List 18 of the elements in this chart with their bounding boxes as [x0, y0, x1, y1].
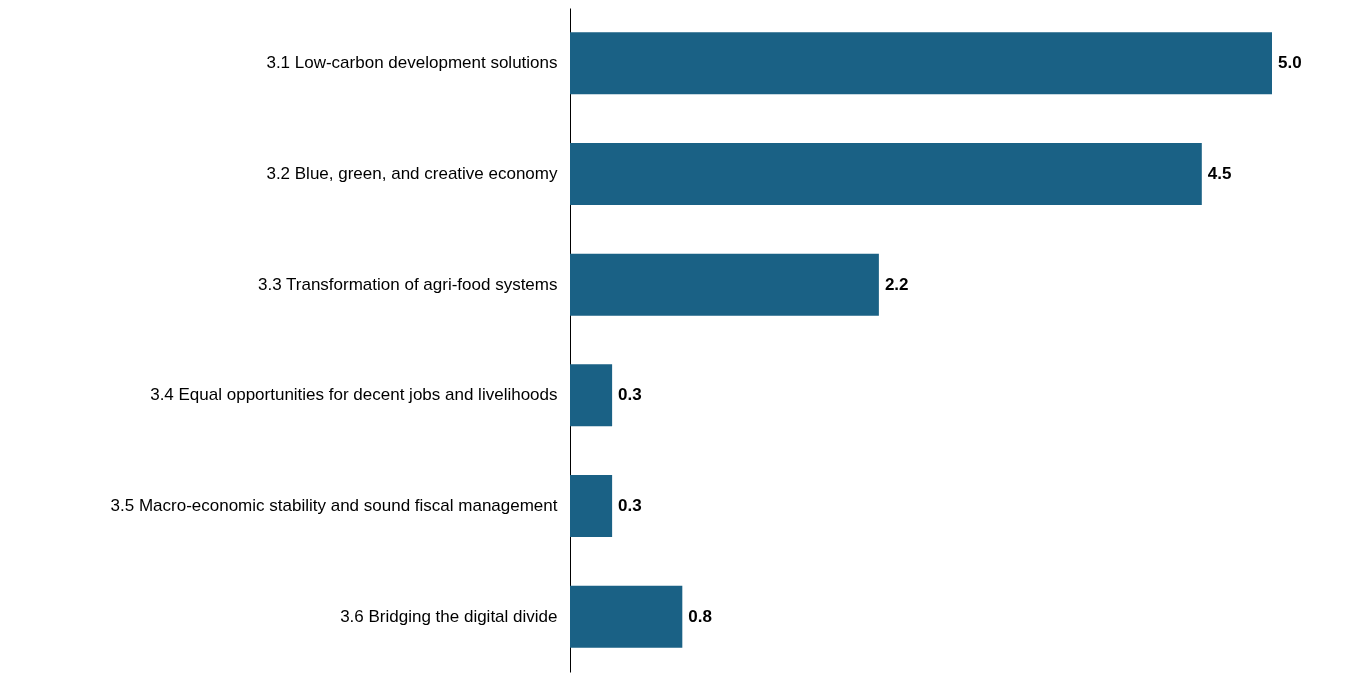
- data-label: 0.3: [618, 385, 642, 405]
- y-tick-label: 3.3 Transformation of agri-food systems: [257, 274, 558, 294]
- bar: [570, 585, 683, 648]
- bar: [570, 364, 613, 427]
- y-tick-label: 3.6 Bridging the digital divide: [340, 606, 558, 626]
- bar: [570, 253, 879, 316]
- data-label: 2.2: [884, 274, 909, 294]
- y-tick-label: 3.2 Blue, green, and creative economy: [266, 164, 558, 183]
- data-label: 0.3: [618, 496, 642, 515]
- bar: [570, 143, 1202, 205]
- bar: [570, 475, 613, 537]
- data-label: 5.0: [1278, 53, 1302, 73]
- data-label: 4.5: [1207, 164, 1232, 183]
- y-tick-label: 3.4 Equal opportunities for decent jobs and livelihoods: [150, 385, 558, 405]
- y-tick-label: 3.1 Low-carbon development solutions: [266, 53, 558, 73]
- bar: [570, 32, 1272, 95]
- y-tick-label: 3.5 Macro-economic stability and sound fiscal management: [110, 496, 558, 515]
- data-label: 0.8: [688, 606, 712, 626]
